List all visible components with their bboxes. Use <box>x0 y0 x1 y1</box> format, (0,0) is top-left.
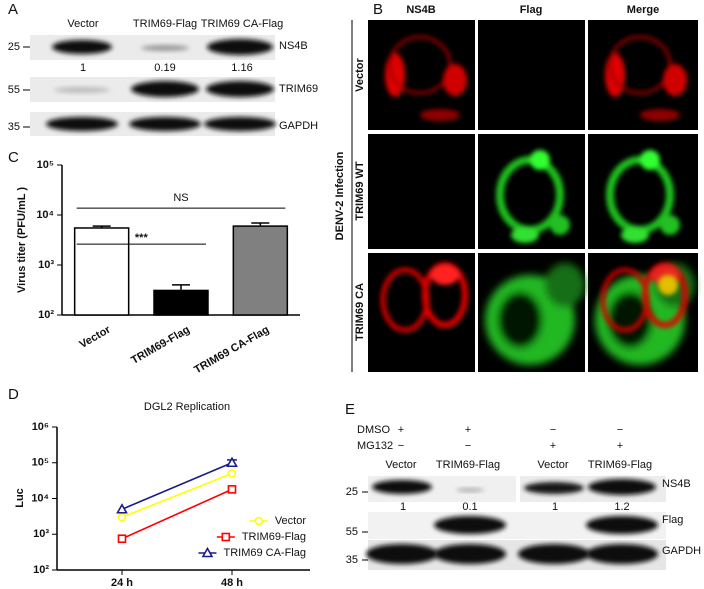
y-axis-label: Virus titer (PFU/mL ) <box>16 187 28 293</box>
chart-title: DGL2 Replication <box>144 401 230 413</box>
marker <box>117 534 127 544</box>
marker-label: 25 <box>8 41 20 53</box>
treatment-sign: + <box>465 424 471 436</box>
panel-label: B <box>373 1 383 18</box>
y-axis-label: Luc <box>14 488 26 508</box>
row-label: TRIM69 CA <box>354 283 366 341</box>
marker-label: 55 <box>346 526 358 538</box>
panel-label: C <box>8 149 19 166</box>
band-quant: 1.2 <box>614 501 629 513</box>
treatment-label: DMSO <box>357 424 390 436</box>
treatment-sign: − <box>465 440 471 452</box>
x-tick-label: 24 h <box>111 577 133 589</box>
y-tick-label: 10³ <box>33 528 49 540</box>
y-tick-label: 10² <box>38 309 54 321</box>
lane-label: TRIM69-Flag <box>133 18 197 30</box>
blot-a <box>23 35 276 136</box>
treatment-sign: + <box>398 424 404 436</box>
bar <box>73 227 130 316</box>
y-tick-label: 10⁴ <box>36 209 54 221</box>
lane-label: TRIM69-Flag <box>588 459 652 471</box>
column-label: Flag <box>520 4 543 16</box>
column-label: NS4B <box>406 4 435 16</box>
band-label: GAPDH <box>279 120 318 132</box>
band-quant: 1 <box>80 62 86 74</box>
band-quant: 0.1 <box>462 501 477 513</box>
significance-label: NS <box>173 192 188 204</box>
lane-label: Vector <box>537 459 569 471</box>
x-tick-label: 48 h <box>221 577 243 589</box>
x-tick-label: TRIM69-Flag <box>129 324 192 367</box>
panel-label: D <box>8 386 19 403</box>
series-line <box>121 462 233 510</box>
legend-marker <box>221 532 231 542</box>
marker-label: 55 <box>8 84 20 96</box>
panel-label: E <box>345 401 355 418</box>
marker <box>227 469 237 478</box>
treatment-sign: + <box>617 440 623 452</box>
treatment-label: MG132 <box>357 440 393 452</box>
band-quant: 1 <box>552 501 558 513</box>
marker-label: 35 <box>346 554 358 566</box>
band-label: NS4B <box>662 478 691 490</box>
x-tick-label: Vector <box>77 323 113 351</box>
band-label: GAPDH <box>662 545 701 557</box>
y-tick-label: 10⁶ <box>32 421 49 433</box>
row-label: Vector <box>354 57 366 91</box>
lane-label: TRIM69-Flag <box>436 459 500 471</box>
bar <box>232 225 289 316</box>
treatment-sign: − <box>398 440 404 452</box>
marker-label: 25 <box>346 486 358 498</box>
band-quant: 0.19 <box>154 62 175 74</box>
legend-label: Vector <box>275 515 307 527</box>
marker <box>117 512 127 522</box>
band-label: NS4B <box>279 40 308 52</box>
marker <box>116 503 128 514</box>
column-label: Merge <box>627 4 659 16</box>
panel-label: A <box>8 1 18 18</box>
marker <box>227 485 237 494</box>
marker <box>226 456 238 468</box>
y-tick-label: 10³ <box>38 259 54 271</box>
marker-label: 35 <box>8 121 20 133</box>
treatment-sign: − <box>550 424 556 436</box>
y-tick-label: 10² <box>33 564 49 576</box>
bar <box>153 289 209 316</box>
lane-label: TRIM69 CA-Flag <box>201 18 284 30</box>
significance-label: *** <box>135 232 149 244</box>
y-tick-label: 10⁴ <box>31 492 49 504</box>
legend-label: TRIM69 CA-Flag <box>223 547 306 559</box>
band-label: TRIM69 <box>279 83 318 95</box>
row-label: TRIM69 WT <box>354 161 366 221</box>
series-line <box>121 472 233 518</box>
x-tick-label: TRIM69 CA-Flag <box>192 324 271 377</box>
y-tick-label: 10⁵ <box>32 457 49 469</box>
lane-label: Vector <box>385 459 417 471</box>
legend-label: TRIM69-Flag <box>242 531 306 543</box>
legend-marker <box>201 546 214 558</box>
lane-label: Vector <box>67 18 99 30</box>
treatment-sign: − <box>617 424 623 436</box>
blot-e <box>362 476 666 570</box>
band-label: Flag <box>662 514 683 526</box>
microscopy-b <box>351 18 700 374</box>
y-tick-label: 10⁵ <box>37 159 54 171</box>
legend-marker <box>254 516 264 526</box>
series-line <box>121 488 233 540</box>
band-quant: 1 <box>400 501 406 513</box>
side-label: DENV-2 Infection <box>334 151 346 240</box>
band-quant: 1.16 <box>231 62 252 74</box>
treatment-sign: + <box>550 440 556 452</box>
